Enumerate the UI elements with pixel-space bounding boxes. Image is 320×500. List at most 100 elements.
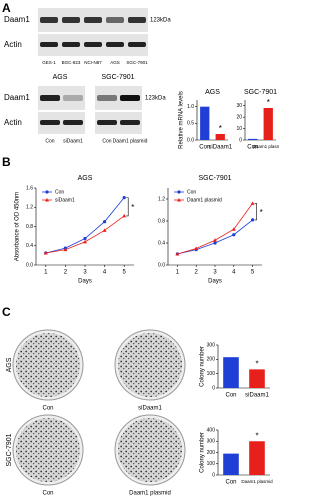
x-tick-label: 4 xyxy=(232,270,236,276)
band xyxy=(62,42,80,47)
band xyxy=(40,42,58,47)
band xyxy=(97,120,117,125)
marker xyxy=(232,233,236,237)
chart-title: SGC-7901 xyxy=(198,175,231,182)
annotation: * xyxy=(267,98,270,107)
band xyxy=(97,95,117,101)
lane-label: GES-1 xyxy=(42,60,56,65)
chart-title: SGC-7901 xyxy=(244,89,277,96)
y-tick-label: 400 xyxy=(207,427,216,433)
dish-colonies xyxy=(118,418,182,482)
bar xyxy=(263,108,273,140)
x-axis-label: Days xyxy=(78,279,92,285)
x-tick-label: 2 xyxy=(64,270,68,276)
lane-label: BGC-823 xyxy=(62,60,81,65)
legend-label: Con xyxy=(55,189,64,195)
lane-label: Con xyxy=(45,138,54,144)
marker xyxy=(43,250,48,255)
marker xyxy=(177,198,181,202)
marker xyxy=(45,198,49,202)
x-tick-label: siDaam1 xyxy=(208,145,232,151)
x-tick-label: 5 xyxy=(251,270,255,276)
marker xyxy=(122,213,127,218)
bar xyxy=(223,453,239,475)
x-tick-label: 2 xyxy=(195,270,199,276)
legend-label: Con xyxy=(187,189,196,195)
x-tick-label: Con xyxy=(247,145,258,151)
band xyxy=(128,17,146,23)
blot-row: Actin xyxy=(4,40,22,49)
y-tick-label: 0.0 xyxy=(158,262,165,268)
band xyxy=(106,42,124,47)
legend-label: Daam1 plasmid xyxy=(187,197,222,203)
y-tick-label: 0.0 xyxy=(187,137,194,143)
panel-label: A xyxy=(2,1,11,15)
dish-colonies xyxy=(16,333,80,397)
band xyxy=(40,120,60,125)
y-axis-label: Absorbance of OD 450nm xyxy=(15,192,21,261)
dish-colonies xyxy=(16,418,80,482)
dish-label: Con xyxy=(42,406,53,412)
x-tick-label: Con xyxy=(225,393,236,399)
marker xyxy=(83,239,87,244)
x-tick-label: Con xyxy=(225,480,236,486)
lane-label: SGC-7901 xyxy=(126,60,148,65)
y-tick-label: 100 xyxy=(207,371,216,377)
y-tick-label: 0 xyxy=(212,472,215,478)
x-tick-label: Daam1 plasmid xyxy=(241,479,273,484)
y-tick-label: 0.0 xyxy=(26,262,33,268)
bracket xyxy=(126,197,129,217)
band xyxy=(62,17,80,23)
bar xyxy=(215,134,225,140)
panel-label: C xyxy=(2,305,11,319)
x-tick-label: Daam1 plasmid xyxy=(253,144,279,149)
marker xyxy=(102,228,107,232)
y-tick-label: 1.6 xyxy=(26,185,33,191)
bar xyxy=(248,138,258,140)
x-tick-label: 3 xyxy=(213,270,217,276)
series-line xyxy=(45,215,125,254)
x-tick-label: 5 xyxy=(123,270,127,276)
lane-label: NCI-N87 xyxy=(84,60,102,65)
band xyxy=(106,17,124,23)
bar xyxy=(200,106,210,140)
panel-label: B xyxy=(2,155,11,169)
band xyxy=(40,17,58,23)
marker xyxy=(175,252,180,256)
y-tick-label: 0 xyxy=(239,137,242,143)
bar xyxy=(223,357,239,388)
band xyxy=(63,95,83,101)
x-tick-label: 1 xyxy=(44,270,48,276)
chart-title: AGS xyxy=(78,175,93,182)
y-tick-label: 200 xyxy=(207,357,216,363)
x-tick-label: 4 xyxy=(103,270,107,276)
annotation: * xyxy=(131,203,134,212)
band xyxy=(84,42,102,47)
y-tick-label: 1.0 xyxy=(187,104,194,110)
y-tick-label: 1.2 xyxy=(158,196,165,202)
row-label: AGS xyxy=(6,357,13,372)
series-line xyxy=(45,197,125,254)
figure: A B C Daam1 Actin 123kDa AGS SGC-7901 Da… xyxy=(2,1,279,497)
dish-label: Daam1 plasmid xyxy=(129,491,171,497)
marker xyxy=(45,190,49,194)
x-axis-label: Days xyxy=(208,279,222,285)
dish-label: siDaam1 xyxy=(138,406,162,412)
band xyxy=(63,120,83,125)
y-axis-label: Colony number xyxy=(200,432,206,473)
annotation: * xyxy=(219,124,222,133)
lane-label: Con xyxy=(102,138,111,144)
x-tick-label: 3 xyxy=(83,270,87,276)
band xyxy=(120,120,140,125)
y-tick-label: 200 xyxy=(207,450,216,456)
blot-group: SGC-7901 xyxy=(101,74,134,81)
y-axis-label: Relative mRNA levels xyxy=(179,91,185,149)
marker xyxy=(83,236,87,241)
y-tick-label: 30 xyxy=(236,103,242,109)
band xyxy=(128,42,146,47)
bar xyxy=(249,369,265,388)
series-line xyxy=(177,219,253,255)
blot-row: Daam1 xyxy=(4,15,30,24)
marker xyxy=(251,218,255,222)
y-tick-label: 300 xyxy=(207,439,216,445)
